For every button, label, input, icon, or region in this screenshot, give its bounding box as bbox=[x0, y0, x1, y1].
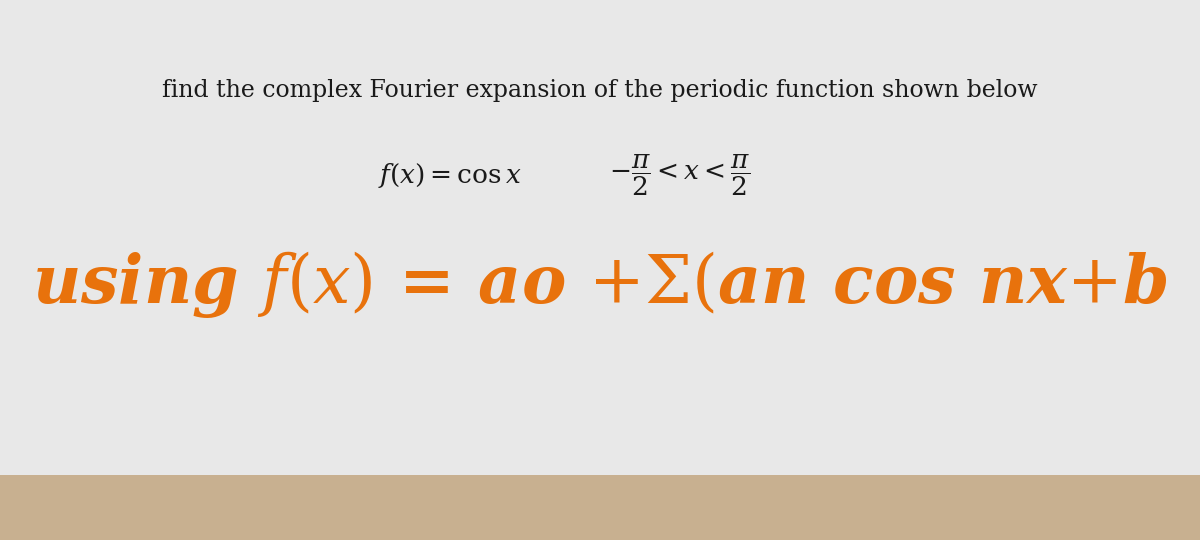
Text: using $f(x)$ = ao $+\Sigma($an cos nx$+$b: using $f(x)$ = ao $+\Sigma($an cos nx$+$… bbox=[32, 249, 1168, 321]
Text: find the complex Fourier expansion of the periodic function shown below: find the complex Fourier expansion of th… bbox=[162, 78, 1038, 102]
Bar bbox=[0, 475, 1200, 540]
Text: $f(x) = \cos x$: $f(x) = \cos x$ bbox=[378, 160, 522, 190]
Bar bbox=[0, 0, 1200, 475]
Text: $-\dfrac{\pi}{2} < x < \dfrac{\pi}{2}$: $-\dfrac{\pi}{2} < x < \dfrac{\pi}{2}$ bbox=[610, 152, 751, 198]
